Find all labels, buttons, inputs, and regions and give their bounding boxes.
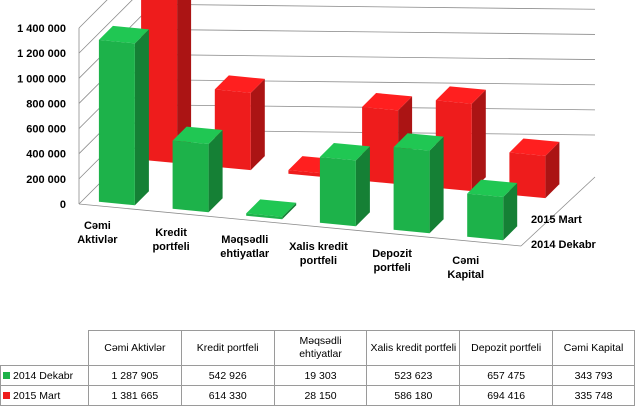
y-tick-label: 600 000 — [26, 124, 66, 136]
depth-label: 2014 Dekabr — [531, 239, 597, 251]
bar-side — [177, 0, 192, 164]
bar-side — [134, 29, 149, 206]
gridline — [152, 29, 596, 35]
bar-side — [471, 89, 486, 192]
row-label-text: 2015 Mart — [13, 389, 61, 402]
bar — [172, 140, 209, 213]
bar-side — [545, 141, 560, 199]
table-cell: 657 475 — [459, 365, 554, 386]
x-tick-label: Kapital — [447, 269, 484, 281]
depth-label: 2015 Mart — [531, 214, 582, 226]
row-label-text: 2014 Dekabr — [13, 369, 74, 382]
bar — [214, 89, 251, 171]
row-label: 2014 Dekabr — [0, 365, 89, 386]
table-cell: 335 748 — [552, 385, 635, 406]
gridline-side — [78, 0, 133, 54]
bar-side — [503, 183, 518, 241]
bar-top — [435, 86, 486, 104]
data-table: Cəmi Aktivlər Kredit portfeli Məqsədli e… — [0, 330, 635, 406]
gridline — [152, 79, 596, 86]
floor-edge — [520, 176, 596, 247]
bar — [467, 193, 504, 241]
floor-edge — [78, 203, 522, 247]
bar — [509, 152, 546, 199]
bar — [435, 100, 472, 192]
x-tick-label: Cəmi — [84, 220, 111, 232]
x-tick-label: Məqsədli — [221, 234, 268, 246]
bar-top — [319, 143, 370, 161]
x-tick-label: portfeli — [373, 262, 410, 274]
gridline — [152, 54, 596, 60]
x-tick-label: Depozit — [372, 248, 412, 260]
y-tick-label: 200 000 — [26, 174, 66, 186]
y-tick-label: 0 — [60, 199, 66, 211]
bar-side — [208, 130, 223, 213]
table-cell: 614 330 — [180, 385, 275, 406]
table-cell: 28 150 — [273, 385, 368, 406]
bar — [288, 170, 325, 178]
bar — [393, 147, 430, 234]
table-header: Kredit portfeli — [180, 330, 275, 366]
gridline — [152, 3, 596, 10]
x-tick-label: Cəmi — [452, 255, 479, 267]
bar-side — [429, 136, 444, 234]
y-tick-label: 1 400 000 — [17, 23, 66, 35]
bar-side — [250, 78, 265, 171]
bar-top — [246, 199, 297, 217]
table-cell: 542 926 — [180, 365, 275, 386]
x-tick-label: Xalis kredit — [289, 241, 348, 253]
bar-side — [355, 146, 370, 227]
bar — [141, 0, 178, 164]
table-cell: 1 381 665 — [87, 385, 182, 406]
table-cell: 343 793 — [552, 365, 635, 386]
gridline-side — [78, 0, 108, 29]
table-cell: 1 287 905 — [87, 365, 182, 386]
legend-swatch-2014 — [3, 371, 10, 379]
bar-top — [172, 126, 223, 144]
x-tick-label: ehtiyatlar — [220, 248, 270, 260]
bar-top — [393, 133, 444, 151]
bar — [319, 157, 356, 227]
x-tick-label: Aktivlər — [77, 234, 118, 246]
bar — [246, 213, 283, 220]
chart-svg: 0 200 000 400 000 600 000 800 000 1 000 000 1 … — [17, 0, 597, 281]
x-tick-label: portfeli — [152, 241, 189, 253]
chart-area: 0 200 000 400 000 600 000 800 000 1 000 000 1 … — [17, 0, 597, 281]
table-cell: 586 180 — [366, 385, 461, 406]
table-header: Cəmi Kapital — [552, 330, 635, 366]
bar-top — [214, 75, 265, 93]
table-cell: 19 303 — [273, 365, 368, 386]
x-tick-label: Kredit — [155, 227, 187, 239]
legend-swatch-2015 — [3, 391, 10, 399]
y-tick-label: 1 000 000 — [17, 73, 66, 85]
bar-side — [282, 202, 297, 220]
y-tick-label: 400 000 — [26, 149, 66, 161]
table-header: Depozit portfeli — [459, 330, 554, 366]
table-row: 2014 Dekabr 1 287 905 542 926 19 303 523… — [0, 365, 635, 386]
y-tick-label: 1 200 000 — [17, 48, 66, 60]
bar-top — [509, 138, 560, 156]
table-cell: 694 416 — [459, 385, 554, 406]
bar — [98, 39, 135, 206]
bar-top — [467, 179, 518, 197]
table-cell: 523 623 — [366, 365, 461, 386]
y-tick-label: 800 000 — [26, 98, 66, 110]
row-label: 2015 Mart — [0, 385, 89, 406]
table-header-row: Cəmi Aktivlər Kredit portfeli Məqsədli e… — [0, 330, 635, 366]
table-header: Məqsədli ehtiyatlar — [273, 330, 368, 366]
table-header: Xalis kredit portfeli — [366, 330, 461, 366]
table-row: 2015 Mart 1 381 665 614 330 28 150 586 1… — [0, 385, 635, 406]
bar-top — [362, 93, 413, 111]
x-tick-label: portfeli — [300, 255, 337, 267]
table-header: Cəmi Aktivlər — [87, 330, 182, 366]
table-corner — [0, 330, 89, 366]
bar-top — [98, 25, 149, 44]
bar — [362, 107, 399, 185]
